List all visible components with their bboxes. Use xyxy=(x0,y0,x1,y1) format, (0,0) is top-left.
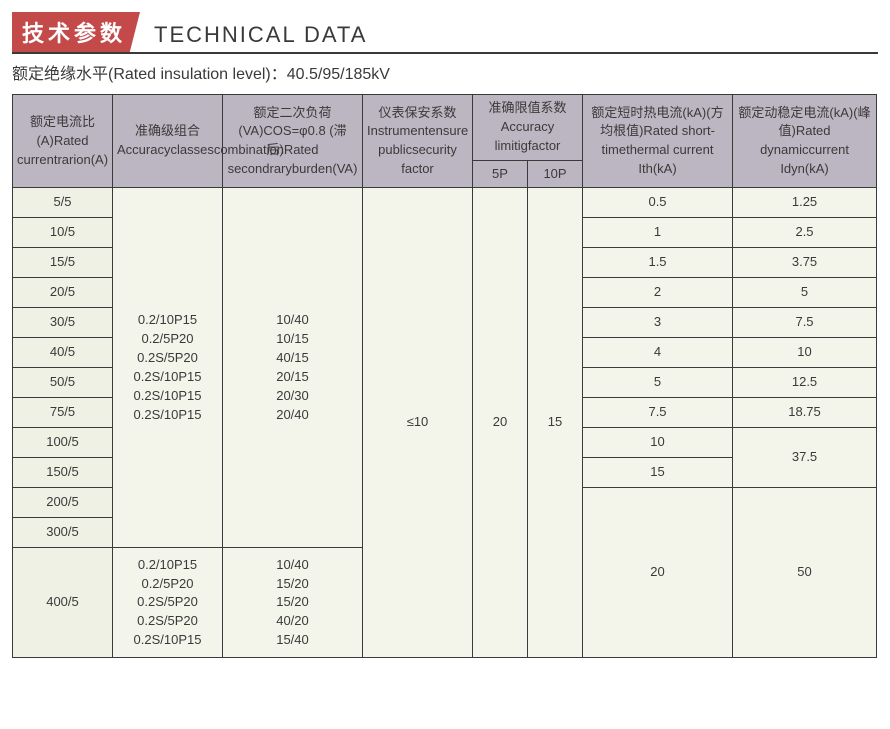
cell-ith: 1.5 xyxy=(583,248,733,278)
th-5p: 5P xyxy=(473,160,528,188)
th-accuracy: 准确级组合Accuracyclassescombination xyxy=(113,95,223,188)
cell-idyn: 2.5 xyxy=(733,218,877,248)
cell-ratio: 400/5 xyxy=(13,548,113,658)
cell-idyn: 1.25 xyxy=(733,188,877,218)
cell-idyn: 5 xyxy=(733,278,877,308)
th-ith: 额定短时热电流(kA)(方均根值)Rated short-timethermal… xyxy=(583,95,733,188)
cell-ith: 0.5 xyxy=(583,188,733,218)
cell-ratio: 200/5 xyxy=(13,488,113,518)
cell-ith: 2 xyxy=(583,278,733,308)
cell-ith: 3 xyxy=(583,308,733,338)
cell-idyn: 37.5 xyxy=(733,428,877,488)
cell-accuracy-block2: 0.2/10P150.2/5P200.2S/5P200.2S/5P200.2S/… xyxy=(113,548,223,658)
cell-ratio: 30/5 xyxy=(13,308,113,338)
th-idyn: 额定动稳定电流(kA)(峰值)Rated dynamiccurrent Idyn… xyxy=(733,95,877,188)
cell-5p: 20 xyxy=(473,188,528,658)
th-factor: 仪表保安系数Instrumentensure publicsecurity fa… xyxy=(363,95,473,188)
cell-ratio: 150/5 xyxy=(13,458,113,488)
th-ratio: 额定电流比(A)Rated currentrarion(A) xyxy=(13,95,113,188)
th-10p: 10P xyxy=(528,160,583,188)
title-en: TECHNICAL DATA xyxy=(140,22,367,52)
cell-burden-block1: 10/4010/1540/1520/1520/3020/40 xyxy=(223,188,363,548)
title-row: 技术参数 TECHNICAL DATA xyxy=(12,12,878,54)
technical-data-table: 额定电流比(A)Rated currentrarion(A) 准确级组合Accu… xyxy=(12,94,877,658)
cell-ith: 1 xyxy=(583,218,733,248)
title-badge-zh: 技术参数 xyxy=(12,12,140,52)
cell-factor: ≤10 xyxy=(363,188,473,658)
cell-ratio: 15/5 xyxy=(13,248,113,278)
cell-idyn: 7.5 xyxy=(733,308,877,338)
cell-idyn: 12.5 xyxy=(733,368,877,398)
cell-idyn: 18.75 xyxy=(733,398,877,428)
cell-burden-block2: 10/4015/2015/2040/2015/40 xyxy=(223,548,363,658)
cell-ratio: 300/5 xyxy=(13,518,113,548)
cell-ith: 7.5 xyxy=(583,398,733,428)
cell-ratio: 20/5 xyxy=(13,278,113,308)
cell-idyn: 10 xyxy=(733,338,877,368)
cell-ith: 20 xyxy=(583,488,733,658)
cell-ith: 10 xyxy=(583,428,733,458)
subtitle: 额定绝缘水平(Rated insulation level)：40.5/95/1… xyxy=(12,60,878,84)
cell-ratio: 5/5 xyxy=(13,188,113,218)
cell-ratio: 100/5 xyxy=(13,428,113,458)
cell-ith: 4 xyxy=(583,338,733,368)
cell-ith: 5 xyxy=(583,368,733,398)
cell-ratio: 50/5 xyxy=(13,368,113,398)
cell-idyn: 50 xyxy=(733,488,877,658)
cell-ith: 15 xyxy=(583,458,733,488)
cell-ratio: 10/5 xyxy=(13,218,113,248)
cell-ratio: 75/5 xyxy=(13,398,113,428)
cell-ratio: 40/5 xyxy=(13,338,113,368)
th-limit-group: 准确限值系数Accuracy limitigfactor xyxy=(473,95,583,161)
cell-10p: 15 xyxy=(528,188,583,658)
cell-accuracy-block1: 0.2/10P150.2/5P200.2S/5P200.2S/10P150.2S… xyxy=(113,188,223,548)
cell-idyn: 3.75 xyxy=(733,248,877,278)
